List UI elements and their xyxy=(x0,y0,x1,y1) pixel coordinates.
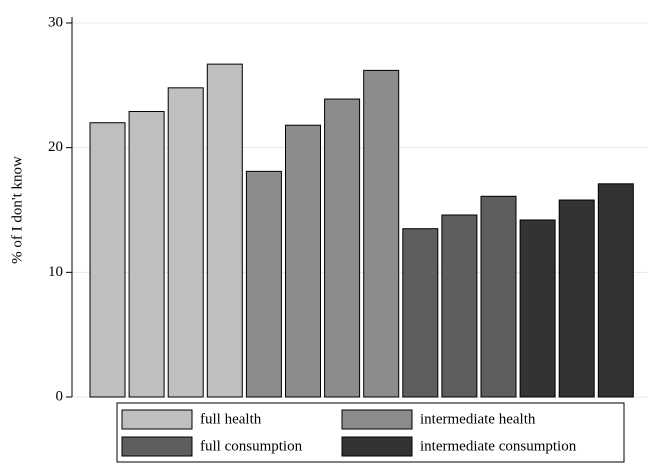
bar xyxy=(519,219,556,398)
legend-label: intermediate health xyxy=(420,411,536,427)
bar xyxy=(558,199,595,398)
bar xyxy=(167,87,204,398)
legend-swatch xyxy=(121,409,193,430)
bar xyxy=(245,170,282,398)
legend-label: full consumption xyxy=(200,438,303,454)
legend-label: full health xyxy=(200,411,262,427)
y-tick-label: 30 xyxy=(48,14,63,30)
y-tick-label: 0 xyxy=(56,388,64,404)
bar xyxy=(441,214,478,398)
bar xyxy=(324,98,361,398)
bar xyxy=(402,228,439,398)
legend-swatch xyxy=(341,436,413,457)
bar xyxy=(206,63,243,398)
bar xyxy=(597,183,634,398)
legend-swatch xyxy=(121,436,193,457)
legend-swatch xyxy=(341,409,413,430)
bar xyxy=(363,69,400,398)
legend-label: intermediate consumption xyxy=(420,438,577,454)
bar xyxy=(480,195,517,398)
y-tick-label: 10 xyxy=(48,264,63,280)
bar xyxy=(285,124,321,398)
bar xyxy=(128,111,165,398)
bar xyxy=(89,122,126,398)
y-axis-label: % of I don't know xyxy=(9,156,25,264)
y-tick-label: 20 xyxy=(48,139,63,155)
